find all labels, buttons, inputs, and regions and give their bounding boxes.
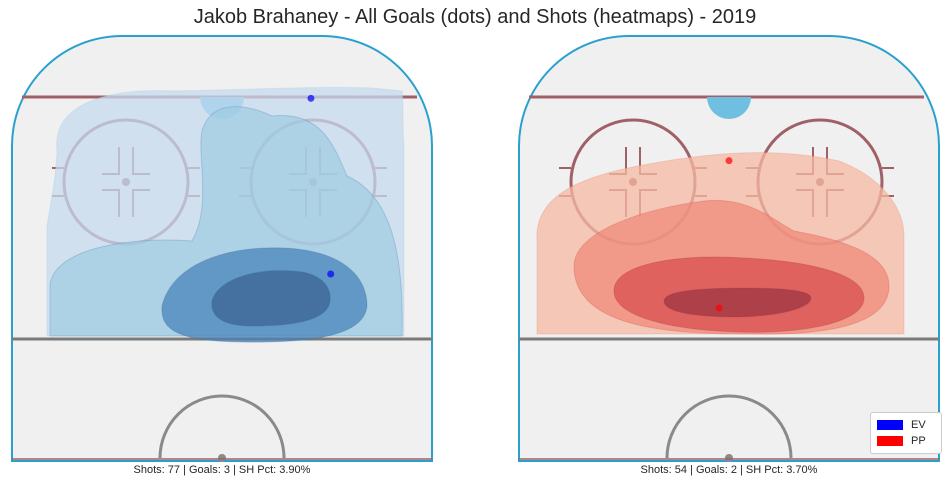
caption-pp: Shots: 54 | Goals: 2 | SH Pct: 3.70% xyxy=(519,464,939,476)
chart-title: Jakob Brahaney - All Goals (dots) and Sh… xyxy=(0,6,950,29)
rink-ev-panel xyxy=(12,36,432,461)
rink-pp-panel xyxy=(519,36,939,461)
heatmap-ev xyxy=(47,87,404,342)
goal-dot-ev-2 xyxy=(327,271,334,278)
goal-dot-pp-2 xyxy=(716,305,723,312)
center-dot xyxy=(725,454,733,462)
legend-swatch-pp xyxy=(877,436,903,446)
goal-dot-pp-1 xyxy=(726,157,733,164)
legend-label-pp: PP xyxy=(911,435,926,447)
legend: EV PP xyxy=(870,412,942,454)
goal-dot-ev-1 xyxy=(307,95,314,102)
legend-label-ev: EV xyxy=(911,419,926,431)
legend-item-ev: EV xyxy=(877,418,926,432)
caption-ev: Shots: 77 | Goals: 3 | SH Pct: 3.90% xyxy=(12,464,432,476)
legend-swatch-ev xyxy=(877,420,903,430)
center-dot xyxy=(218,454,226,462)
legend-item-pp: PP xyxy=(877,434,926,448)
